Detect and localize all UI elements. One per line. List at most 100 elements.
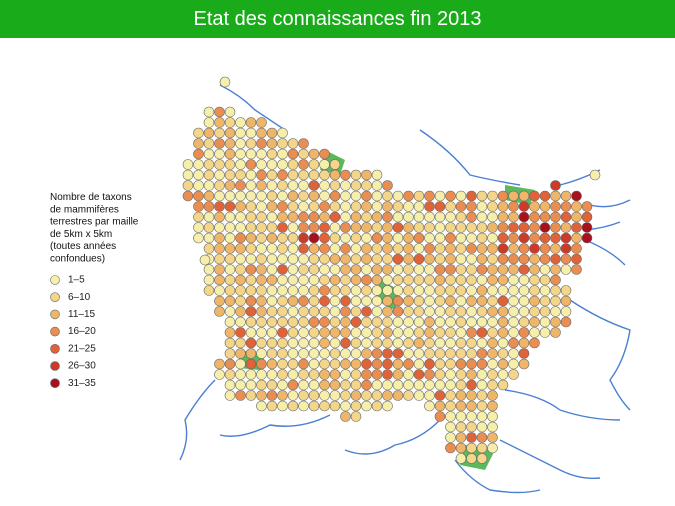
- grid-cell: [214, 211, 225, 223]
- grid-cell: [235, 369, 246, 380]
- legend-label: 26–30: [68, 361, 96, 372]
- river: [219, 414, 331, 437]
- grid-cell: [371, 327, 383, 338]
- grid-cell: [319, 306, 330, 317]
- grid-cell: [266, 222, 278, 233]
- grid-cell: [445, 295, 456, 307]
- grid-cell: [235, 274, 246, 286]
- grid-cell: [455, 358, 467, 370]
- grid-cell: [298, 327, 309, 338]
- grid-cell: [518, 348, 530, 359]
- grid-cell: [497, 264, 509, 275]
- legend-swatch: [50, 326, 60, 337]
- grid-cell: [445, 379, 456, 391]
- grid-cell: [319, 264, 330, 275]
- grid-cell: [235, 243, 246, 254]
- grid-cell: [298, 138, 309, 149]
- grid-cell: [256, 379, 267, 391]
- grid-cell: [392, 295, 404, 307]
- grid-cell: [560, 264, 572, 275]
- grid-cell: [392, 222, 404, 233]
- grid-cell: [235, 201, 246, 212]
- grid-cell: [539, 285, 551, 296]
- grid-cell: [245, 316, 257, 328]
- grid-cell: [518, 243, 530, 254]
- grid-cell: [235, 190, 246, 202]
- grid-cell: [539, 190, 551, 202]
- grid-cell: [497, 253, 509, 265]
- grid-cell: [424, 337, 435, 349]
- grid-cell: [308, 243, 320, 254]
- grid-cell: [445, 232, 456, 244]
- grid-cell: [497, 369, 509, 380]
- grid-cell: [487, 243, 498, 254]
- grid-cell: [214, 117, 225, 128]
- grid-cell: [277, 390, 288, 401]
- grid-cell: [560, 316, 572, 328]
- grid-cell: [455, 369, 467, 380]
- grid-cell: [455, 432, 467, 443]
- grid-cell: [245, 190, 257, 202]
- grid-cell: [287, 337, 299, 349]
- grid-cell: [497, 295, 509, 307]
- grid-cell: [518, 285, 530, 296]
- grid-cell: [403, 369, 414, 380]
- grid-cell: [518, 274, 530, 286]
- grid-cell: [476, 358, 488, 370]
- grid-cell: [298, 190, 309, 202]
- grid-cell: [497, 243, 509, 254]
- grid-cell: [392, 390, 404, 401]
- grid-cell: [466, 421, 477, 433]
- river: [344, 419, 441, 455]
- grid-cell: [445, 201, 456, 212]
- grid-cell: [319, 358, 330, 370]
- grid-cell: [424, 253, 435, 265]
- grid-cell: [581, 232, 593, 244]
- grid-cell: [508, 327, 519, 338]
- grid-cell: [245, 127, 257, 139]
- grid-cell: [256, 253, 267, 265]
- grid-cell: [340, 285, 351, 296]
- grid-cell: [203, 285, 215, 296]
- grid-cell: [319, 316, 330, 328]
- grid-cell: [361, 358, 372, 370]
- grid-cell: [214, 295, 225, 307]
- grid-cell: [224, 337, 236, 349]
- grid-cell: [361, 306, 372, 317]
- grid-cell: [350, 274, 362, 286]
- grid-cell: [277, 243, 288, 254]
- grid-cell: [403, 222, 414, 233]
- grid-cell: [245, 390, 257, 401]
- grid-cell: [245, 180, 257, 191]
- grid-cell: [497, 232, 509, 244]
- grid-cell: [361, 211, 372, 223]
- legend-label: 6–10: [68, 292, 91, 303]
- grid-cell: [256, 327, 267, 338]
- grid-cell: [466, 358, 477, 370]
- grid-cell: [287, 138, 299, 149]
- grid-cell: [466, 264, 477, 275]
- grid-cell: [382, 232, 393, 244]
- grid-cell: [319, 390, 330, 401]
- grid-cell: [266, 169, 278, 181]
- grid-cell: [413, 337, 425, 349]
- grid-cell: [287, 264, 299, 275]
- grid-cell: [224, 390, 236, 401]
- grid-cell: [361, 232, 372, 244]
- grid-cell: [424, 400, 435, 412]
- grid-cell: [529, 243, 540, 254]
- grid-cell: [371, 211, 383, 223]
- grid-cell: [350, 253, 362, 265]
- grid-cell: [455, 295, 467, 307]
- grid-cell: [424, 390, 435, 401]
- grid-cell: [497, 337, 509, 349]
- grid-cell: [298, 211, 309, 223]
- grid-cell: [308, 211, 320, 223]
- grid-cell: [560, 285, 572, 296]
- grid-cell: [413, 390, 425, 401]
- grid-cell: [508, 274, 519, 286]
- grid-cell: [350, 358, 362, 370]
- grid-cell: [476, 327, 488, 338]
